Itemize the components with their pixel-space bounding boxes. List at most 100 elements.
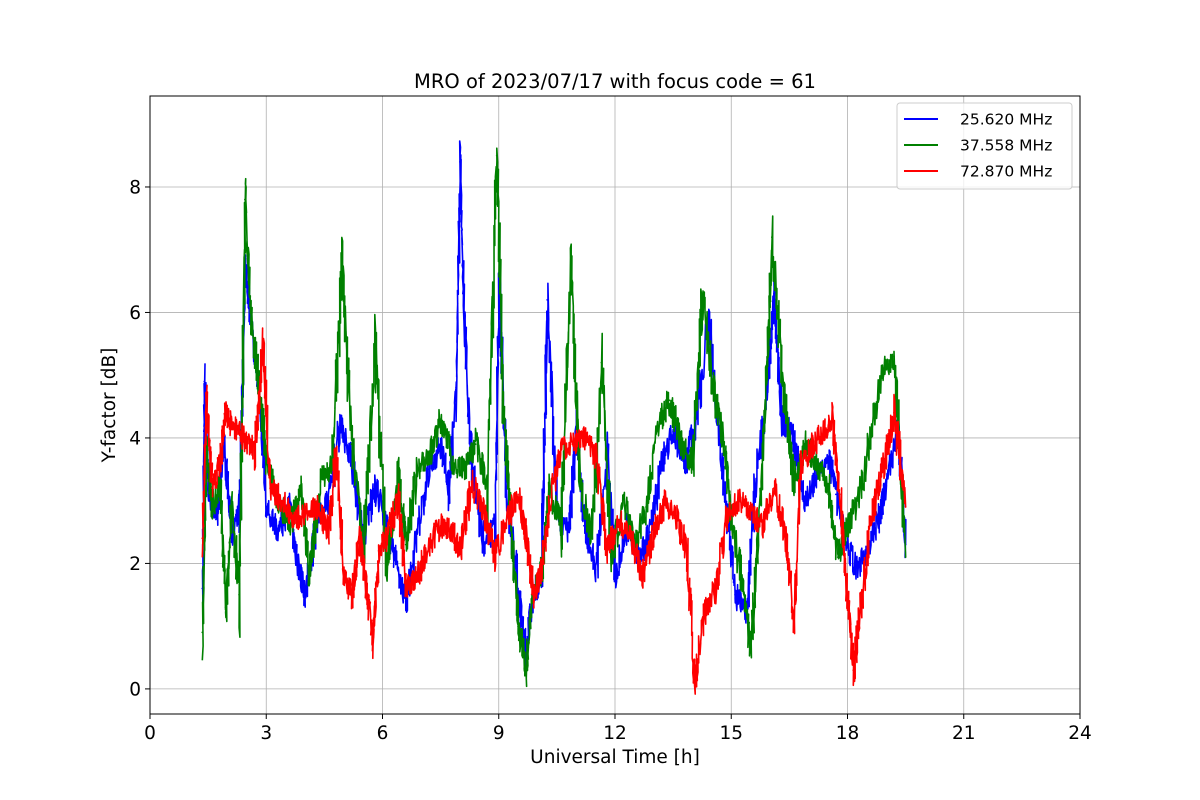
data-point <box>205 399 208 402</box>
data-point <box>893 411 895 414</box>
data-point <box>722 443 725 446</box>
data-point <box>288 524 291 527</box>
data-point <box>315 506 318 508</box>
data-point <box>860 600 862 602</box>
data-point <box>742 587 744 590</box>
data-point <box>738 499 740 502</box>
data-point <box>792 481 795 483</box>
data-point <box>885 481 888 483</box>
data-point <box>308 575 310 577</box>
data-point <box>416 531 419 533</box>
data-point <box>501 399 504 402</box>
data-point <box>517 493 519 496</box>
series-lines <box>201 140 907 695</box>
data-point <box>893 355 895 358</box>
data-point <box>600 361 603 364</box>
data-point <box>773 292 775 295</box>
chart-title: MRO of 2023/07/17 with focus code = 61 <box>414 70 816 93</box>
data-point <box>505 493 508 496</box>
data-point <box>215 518 217 521</box>
data-point <box>804 499 806 502</box>
data-point <box>594 455 597 458</box>
data-point <box>474 443 477 446</box>
data-point <box>439 524 442 527</box>
data-point <box>815 462 818 464</box>
y-tick-label: 4 <box>129 428 141 449</box>
data-point <box>693 681 696 684</box>
data-point <box>827 455 829 458</box>
data-point <box>230 506 233 508</box>
data-point <box>486 481 488 483</box>
data-point <box>629 537 632 540</box>
x-tick-label: 6 <box>377 723 389 744</box>
data-point <box>641 575 643 577</box>
y-tick-label: 8 <box>129 177 141 198</box>
data-point <box>811 443 814 446</box>
data-point <box>447 487 450 489</box>
x-tick-label: 24 <box>1068 723 1092 744</box>
data-point <box>428 468 430 471</box>
data-point <box>691 462 694 464</box>
data-point <box>649 531 651 533</box>
data-point <box>470 481 473 483</box>
data-point <box>277 531 279 533</box>
data-point <box>494 524 496 527</box>
data-point <box>525 669 527 671</box>
data-point <box>734 593 736 596</box>
data-point <box>656 424 659 427</box>
data-point <box>618 518 620 521</box>
data-point <box>664 499 667 502</box>
data-point <box>201 631 204 634</box>
data-point <box>280 499 283 502</box>
data-point <box>385 524 388 527</box>
data-point <box>823 430 826 433</box>
x-tick-label: 21 <box>952 723 976 744</box>
data-point <box>525 537 527 540</box>
data-point <box>815 474 818 477</box>
data-point <box>771 236 773 239</box>
legend: 25.620 MHz 37.558 MHz 72.870 MHz <box>896 102 1073 190</box>
data-point <box>792 619 795 621</box>
data-point <box>645 506 647 508</box>
x-tick-label: 15 <box>719 723 743 744</box>
data-point <box>366 593 368 596</box>
data-point <box>505 518 508 521</box>
data-point <box>416 575 419 577</box>
data-point <box>218 462 221 464</box>
x-tick-label: 12 <box>603 723 627 744</box>
data-point <box>517 587 519 590</box>
data-point <box>854 568 857 571</box>
data-point <box>230 424 233 427</box>
data-point <box>792 437 795 439</box>
data-point <box>548 499 550 502</box>
data-point <box>590 537 593 540</box>
data-point <box>265 462 268 464</box>
data-point <box>340 267 343 270</box>
data-point <box>300 493 302 496</box>
data-point <box>569 273 572 276</box>
y-axis-ticks: 0 2 4 6 8 <box>129 177 150 700</box>
data-point <box>660 462 663 464</box>
data-point <box>238 499 241 502</box>
data-point <box>831 418 833 420</box>
data-point <box>350 593 353 596</box>
data-point <box>265 506 268 508</box>
data-point <box>540 568 543 571</box>
data-point <box>342 575 345 577</box>
data-point <box>404 543 407 546</box>
data-point <box>459 161 461 163</box>
data-point <box>428 543 430 546</box>
data-point <box>269 487 271 489</box>
data-point <box>606 550 609 552</box>
data-point <box>701 292 704 295</box>
data-point <box>594 568 597 571</box>
data-point <box>765 380 767 383</box>
data-point <box>567 531 570 533</box>
data-point <box>652 531 655 533</box>
data-point <box>881 468 884 471</box>
data-point <box>711 380 713 383</box>
data-point <box>292 518 295 521</box>
x-tick-label: 18 <box>836 723 860 744</box>
data-point <box>835 493 837 496</box>
data-point <box>327 499 330 502</box>
